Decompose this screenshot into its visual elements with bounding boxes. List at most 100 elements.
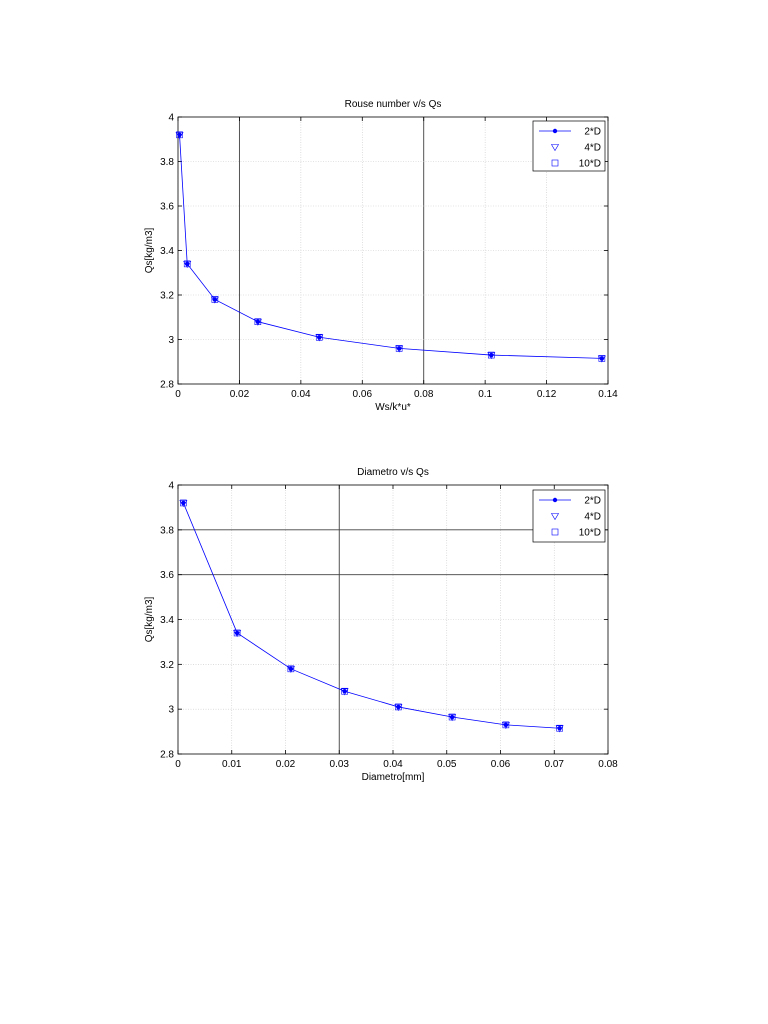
data-point [487,352,496,360]
x-tick-label: 0.01 [222,759,242,770]
data-point [489,352,494,358]
data-point [183,261,192,268]
data-point [556,724,563,732]
data-point [448,714,457,722]
data-point [180,499,187,507]
data-point [598,355,606,362]
data-point [288,666,294,672]
data-point [599,356,605,361]
series-4*D [179,500,564,733]
data-point [212,297,218,302]
series-10*D [180,499,563,732]
legend-label: 10*D [579,528,601,539]
data-point [183,260,191,268]
legend-marker [552,128,558,134]
y-tick-label: 4 [168,481,174,492]
data-point [317,335,322,340]
x-tick-label: 0.05 [437,759,457,770]
x-tick-label: 0.14 [598,389,618,400]
x-tick-label: 0.06 [491,759,511,770]
x-axis-label: Diametro[mm] [362,772,425,783]
rouse-number-chart: 0 0.02 0.04 0.06 0.08 0.1 0.12 0.14 2.8 3 3.2 3.4 3.… [144,99,618,413]
legend-label: 2*D [584,496,601,507]
data-point [396,704,401,710]
data-point [286,666,295,673]
data-point [342,689,347,694]
data-point [185,261,190,267]
legend-label: 10*D [579,159,601,170]
y-tick-label: 3.8 [160,525,174,536]
data-point [211,296,219,303]
legend-marker [550,144,560,152]
data-point [253,318,262,326]
y-tick-label: 3.2 [160,660,174,671]
data-point [177,132,182,137]
data-point [597,355,606,363]
y-tick-label: 3.8 [160,157,174,168]
x-tick-label: 0 [175,759,181,770]
data-point [449,714,455,720]
data-point [448,713,456,721]
y-tick-label: 2.8 [160,750,174,761]
legend-box [532,120,606,172]
x-tick-label: 0.02 [276,759,296,770]
x-tick-label: 0.07 [545,759,565,770]
data-point [503,722,509,728]
y-axis-label: Qs[kg/m3] [144,597,155,643]
x-tick-label: 0.04 [291,389,311,400]
data-point [557,726,562,731]
legend-marker [550,513,560,521]
data-point [341,687,348,695]
data-point [487,351,495,359]
data-point [233,630,242,638]
data-point [234,630,240,636]
x-tick-label: 0.08 [598,759,618,770]
y-tick-label: 3.2 [160,291,174,302]
y-tick-label: 3 [168,335,174,346]
data-point [395,345,403,352]
x-tick-label: 0.1 [478,389,492,400]
data-point [175,132,184,139]
y-tick-label: 3.6 [160,570,174,581]
data-point [395,345,404,353]
series-10*D [176,131,606,362]
chart-title: Rouse number v/s Qs [345,99,442,110]
x-tick-label: 0.03 [330,759,350,770]
legend-label: 4*D [584,143,601,154]
y-tick-label: 3 [168,705,174,716]
legend: 2*D 4*D 10*D [532,120,606,172]
legend-marker [551,159,559,167]
data-point [315,334,324,342]
data-point [502,721,510,729]
x-axis-label: Ws/k*u* [375,402,411,413]
x-tick-label: 0.12 [537,389,557,400]
y-tick-label: 3.6 [160,202,174,213]
data-point [287,665,295,673]
data-point [394,704,403,712]
legend-box [532,489,606,543]
y-axis-label: Qs[kg/m3] [144,228,155,274]
data-point [181,500,186,506]
series-line [183,502,560,729]
x-tick-label: 0.06 [353,389,373,400]
x-tick-label: 0.02 [230,389,250,400]
data-point [255,319,261,324]
legend-marker [551,528,559,536]
data-point [340,688,349,696]
x-tick-label: 0.04 [383,759,403,770]
data-point [315,333,323,341]
data-point [555,725,564,733]
chart-title: Diametro v/s Qs [357,467,429,478]
x-tick-label: 0 [175,389,181,400]
data-point [254,318,262,326]
legend: 2*D 4*D 10*D [532,489,606,543]
data-point [176,131,183,139]
diametro-chart: 0 0.01 0.02 0.03 0.04 0.05 0.06 0.07 0.08 2.8 3 3.2… [144,467,618,783]
data-point [396,346,402,351]
legend-label: 4*D [584,512,601,523]
data-point [395,703,402,711]
series-2*D [181,500,562,731]
data-point [179,500,188,508]
data-point [210,296,219,304]
